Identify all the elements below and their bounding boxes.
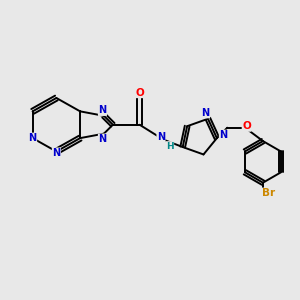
Text: N: N — [157, 132, 165, 142]
Text: N: N — [219, 130, 227, 140]
Text: Br: Br — [262, 188, 275, 198]
Text: N: N — [202, 108, 210, 118]
Text: N: N — [28, 133, 37, 143]
Text: O: O — [242, 121, 251, 131]
Text: N: N — [52, 148, 60, 158]
Text: H: H — [166, 142, 174, 151]
Text: N: N — [98, 134, 106, 144]
Text: O: O — [135, 88, 144, 98]
Text: N: N — [98, 106, 106, 116]
